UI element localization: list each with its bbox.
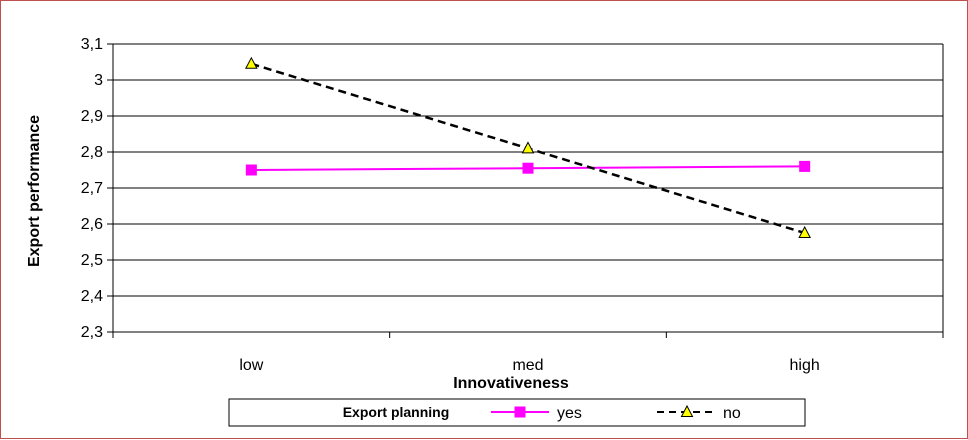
y-ticks: 2,3 2,4 2,5 2,6 2,7 2,8 2,9 3 3,1: [81, 36, 113, 341]
data-point-no: [798, 225, 811, 238]
y-tick-label: 2,6: [81, 216, 103, 233]
y-tick-label: 3: [94, 72, 103, 89]
y-tick-label: 2,3: [81, 324, 103, 341]
series-layer: [245, 56, 811, 238]
y-tick-label: 2,7: [81, 180, 103, 197]
y-axis-title: Export performance: [26, 115, 43, 267]
legend-title: Export planning: [343, 404, 450, 420]
x-tick-label: high: [790, 357, 820, 374]
legend-label-no: no: [723, 405, 741, 422]
x-axis-title: Innovativeness: [453, 375, 569, 392]
legend-items: yes no: [491, 404, 741, 422]
series-yes: [245, 160, 811, 176]
x-tick-label: low: [239, 357, 263, 374]
data-point-yes: [522, 162, 534, 174]
y-tick-label: 2,9: [81, 108, 103, 125]
legend-marker-no: [680, 404, 694, 417]
y-tick-label: 2,5: [81, 252, 103, 269]
legend-marker-yes: [514, 406, 526, 418]
x-ticks: low med high: [112, 332, 944, 374]
series-no: [245, 56, 811, 238]
data-point-no: [521, 141, 535, 154]
y-tick-label: 2,4: [81, 288, 103, 305]
data-point-no: [245, 56, 258, 69]
gridlines: [113, 43, 943, 333]
data-point-yes: [245, 164, 257, 176]
y-tick-label: 2,8: [81, 144, 103, 161]
data-point-yes: [799, 160, 811, 172]
x-tick-label: med: [512, 357, 543, 374]
legend: Export planning yes no: [228, 398, 806, 427]
legend-label-yes: yes: [557, 405, 582, 422]
y-tick-label: 3,1: [81, 36, 103, 53]
